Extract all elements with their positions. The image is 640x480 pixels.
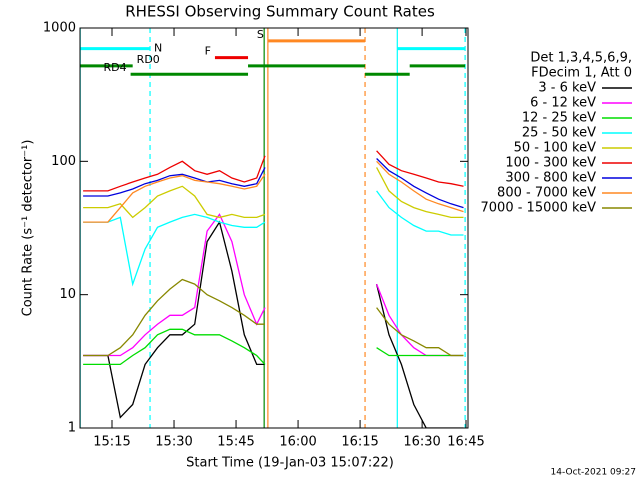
axes-frame	[79, 27, 469, 429]
flag-label: F	[205, 45, 211, 58]
series-line	[83, 278, 464, 357]
x-tick-label: 16:00	[279, 435, 316, 450]
y-axis-label: Count Rate (s⁻¹ detector⁻¹)	[21, 140, 36, 317]
series-line	[83, 160, 464, 223]
flag-label: S	[257, 28, 264, 41]
series-line	[83, 190, 464, 287]
legend-label: 800 - 7000 keV	[497, 186, 596, 201]
plot-area	[80, 28, 466, 428]
x-tick-label: 16:30	[403, 435, 440, 450]
y-tick-label: 10	[59, 287, 76, 302]
legend-label: 12 - 25 keV	[522, 111, 596, 126]
x-tick-label: 16:15	[341, 435, 378, 450]
x-tick-label: 15:30	[155, 435, 192, 450]
legend-label: 6 - 12 keV	[530, 96, 596, 111]
footer: 14-Oct-2021 09:27	[551, 468, 636, 478]
x-axis-label: Start Time (19-Jan-03 15:07:22)	[186, 456, 394, 471]
y-tick-label: 100	[51, 154, 76, 169]
legend-label: 3 - 6 keV	[538, 81, 596, 96]
legend-header: Det 1,3,4,5,6,9,	[530, 51, 632, 66]
flag-label: N	[154, 42, 162, 55]
x-tick-label: 15:45	[217, 435, 254, 450]
series-line	[83, 328, 464, 366]
flag-label: RD4	[103, 61, 126, 74]
chart-title: RHESSI Observing Summary Count Rates	[125, 3, 435, 21]
x-tick-label: 15:15	[93, 435, 130, 450]
y-tick-label: 1000	[43, 21, 76, 36]
flag-label: RD0	[137, 53, 160, 66]
series-line	[83, 167, 464, 219]
legend-label: 25 - 50 keV	[522, 126, 596, 141]
legend-label: 50 - 100 keV	[514, 141, 597, 156]
series-line	[83, 158, 464, 209]
series-line	[83, 220, 464, 428]
series-line	[83, 150, 464, 192]
legend-header: FDecim 1, Att 0	[531, 66, 632, 81]
legend-label: 300 - 800 keV	[505, 171, 596, 186]
legend-label: 100 - 300 keV	[505, 156, 596, 171]
y-tick-label: 1	[68, 421, 76, 436]
legend-label: 7000 - 15000 keV	[481, 201, 597, 216]
x-tick-label: 16:45	[447, 435, 484, 450]
